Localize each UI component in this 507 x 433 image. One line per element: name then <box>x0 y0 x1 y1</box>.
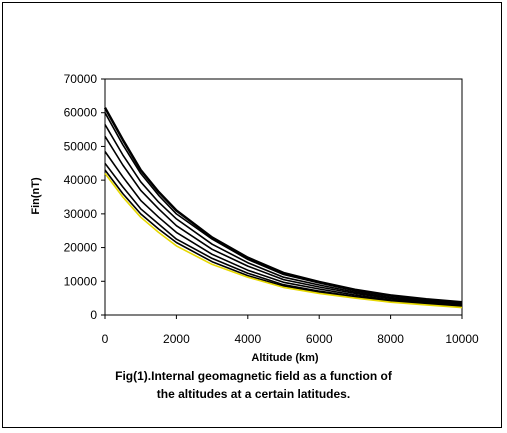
y-tick-label: 60000 <box>64 106 98 120</box>
series-line-5 <box>104 151 463 307</box>
x-tick-label: 4000 <box>234 332 261 346</box>
y-tick-label: 50000 <box>64 139 98 153</box>
plot-border <box>104 78 463 316</box>
series-line-4 <box>104 135 463 306</box>
ticks-layer: 0 10000 20000 30000 40000 50000 60000 70000 0 200… <box>64 72 479 346</box>
series-line-3 <box>104 124 463 305</box>
y-tick-label: 70000 <box>64 72 98 86</box>
x-tick-label: 2000 <box>163 332 190 346</box>
series-line-6 <box>104 162 463 307</box>
series-line-2 <box>104 112 463 304</box>
x-tick-label: 6000 <box>306 332 333 346</box>
figure-caption-line-2: the altitudes at a certain latitudes. <box>156 387 351 401</box>
y-tick-label: 0 <box>90 308 97 322</box>
y-tick-label: 40000 <box>64 173 98 187</box>
figure-caption-line-1: Fig(1).Internal geomagnetic field as a f… <box>115 369 392 383</box>
series-layer <box>103 107 463 309</box>
y-axis-title: Fin(nT) <box>30 177 42 215</box>
y-tick-label: 30000 <box>64 207 98 221</box>
y-tick-label: 20000 <box>64 241 98 255</box>
x-tick-label: 0 <box>102 332 109 346</box>
series-line-8 <box>104 172 463 309</box>
x-tick-label: 10000 <box>445 332 479 346</box>
series-line-1 <box>103 107 463 304</box>
x-axis-title: Altitude (km) <box>251 352 319 364</box>
x-tick-label: 8000 <box>377 332 404 346</box>
plot-area <box>104 78 463 316</box>
y-tick-label: 10000 <box>64 274 98 288</box>
figure-frame <box>2 2 502 428</box>
